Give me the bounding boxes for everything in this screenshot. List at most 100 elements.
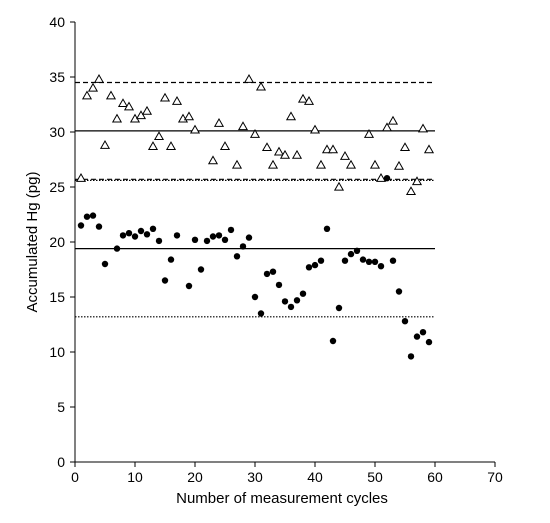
y-axis-title: Accumulated Hg (pg) bbox=[24, 172, 41, 313]
triangle-point bbox=[171, 95, 183, 105]
circle-point bbox=[143, 231, 151, 238]
triangle-point bbox=[381, 122, 393, 132]
circle-point bbox=[311, 261, 319, 269]
x-tick-label: 20 bbox=[187, 469, 203, 485]
y-tick-label: 15 bbox=[49, 289, 65, 305]
circle-point bbox=[341, 257, 349, 264]
x-tick-label: 0 bbox=[71, 469, 79, 485]
circle-point bbox=[239, 243, 247, 250]
triangle-point bbox=[291, 149, 303, 159]
y-tick-label: 20 bbox=[49, 234, 65, 250]
triangle-point bbox=[249, 128, 261, 138]
circle-point bbox=[191, 236, 199, 243]
triangle-series bbox=[75, 73, 435, 196]
triangle-point bbox=[111, 113, 123, 123]
circle-point bbox=[149, 225, 157, 232]
circle-point bbox=[383, 175, 391, 182]
triangle-point bbox=[105, 90, 117, 100]
circle-point bbox=[329, 337, 337, 345]
circle-point bbox=[167, 256, 175, 263]
circle-point bbox=[101, 260, 109, 268]
circle-point bbox=[335, 304, 343, 312]
x-tick-label: 60 bbox=[427, 469, 443, 485]
x-tick-label: 10 bbox=[127, 469, 143, 485]
x-tick-labels: 0 10 20 30 40 50 60 70 bbox=[71, 469, 503, 485]
circle-point bbox=[395, 288, 403, 295]
triangle-point bbox=[141, 105, 153, 115]
y-tick-label: 35 bbox=[49, 69, 65, 85]
circle-point bbox=[287, 303, 295, 311]
triangle-point bbox=[369, 159, 381, 169]
triangle-point bbox=[399, 142, 411, 152]
circle-point bbox=[125, 230, 133, 237]
reference-lines bbox=[75, 81, 435, 318]
circle-point bbox=[377, 263, 385, 270]
circle-point bbox=[137, 227, 145, 235]
triangle-point bbox=[411, 176, 423, 186]
circle-point bbox=[155, 237, 163, 245]
triangle-point bbox=[339, 150, 351, 160]
y-tick-label: 10 bbox=[49, 344, 65, 360]
circle-point bbox=[317, 257, 325, 264]
circle-point bbox=[263, 270, 271, 278]
x-tick-label: 40 bbox=[307, 469, 323, 485]
triangle-point bbox=[87, 82, 99, 92]
triangle-point bbox=[327, 144, 339, 154]
circle-point bbox=[83, 213, 91, 220]
y-tick-labels: 0 5 10 15 20 25 30 35 40 bbox=[49, 14, 65, 470]
triangle-point bbox=[285, 111, 297, 121]
triangle-point bbox=[297, 93, 309, 103]
y-tick-label: 0 bbox=[57, 454, 65, 470]
triangle-point bbox=[363, 128, 375, 138]
triangle-point bbox=[75, 172, 87, 182]
circle-point bbox=[401, 318, 409, 325]
circle-point bbox=[275, 281, 283, 289]
triangle-point bbox=[237, 121, 249, 131]
circle-point bbox=[185, 282, 193, 290]
circle-point bbox=[347, 250, 355, 258]
circle-point bbox=[407, 353, 415, 360]
circle-point bbox=[161, 277, 169, 284]
circle-point bbox=[245, 234, 253, 241]
triangle-point bbox=[183, 111, 195, 121]
triangle-point bbox=[189, 124, 201, 134]
triangle-point bbox=[147, 141, 159, 150]
y-tick-label: 40 bbox=[49, 14, 65, 30]
triangle-point bbox=[243, 73, 255, 83]
circle-point bbox=[131, 233, 139, 240]
y-tick-label: 25 bbox=[49, 179, 65, 195]
circle-point bbox=[323, 225, 331, 232]
circle-point bbox=[365, 258, 373, 265]
y-tick-label: 5 bbox=[57, 399, 65, 415]
circle-point bbox=[209, 233, 217, 240]
circle-point bbox=[305, 264, 313, 271]
triangle-point bbox=[219, 141, 231, 150]
triangle-point bbox=[159, 92, 171, 102]
circle-point bbox=[389, 257, 397, 264]
triangle-point bbox=[345, 159, 357, 169]
circle-point bbox=[77, 222, 85, 229]
circle-point bbox=[413, 333, 421, 340]
circle-point bbox=[89, 212, 97, 219]
circle-point bbox=[371, 258, 379, 265]
triangle-point bbox=[213, 117, 225, 127]
triangle-point bbox=[387, 115, 399, 125]
triangle-point bbox=[303, 95, 315, 105]
triangle-point bbox=[393, 160, 405, 170]
circle-point bbox=[425, 338, 433, 346]
triangle-point bbox=[279, 149, 291, 159]
x-tick-label: 50 bbox=[367, 469, 383, 485]
circle-point bbox=[257, 310, 265, 317]
triangle-point bbox=[99, 139, 111, 149]
circle-point bbox=[269, 268, 277, 275]
triangle-point bbox=[255, 81, 267, 91]
circle-point bbox=[293, 297, 301, 304]
y-tick-label: 30 bbox=[49, 124, 65, 140]
circle-point bbox=[173, 232, 181, 239]
axes bbox=[70, 21, 496, 467]
triangle-point bbox=[321, 144, 333, 154]
triangle-point bbox=[135, 110, 147, 120]
triangle-point bbox=[123, 101, 135, 111]
circle-point bbox=[359, 256, 367, 263]
